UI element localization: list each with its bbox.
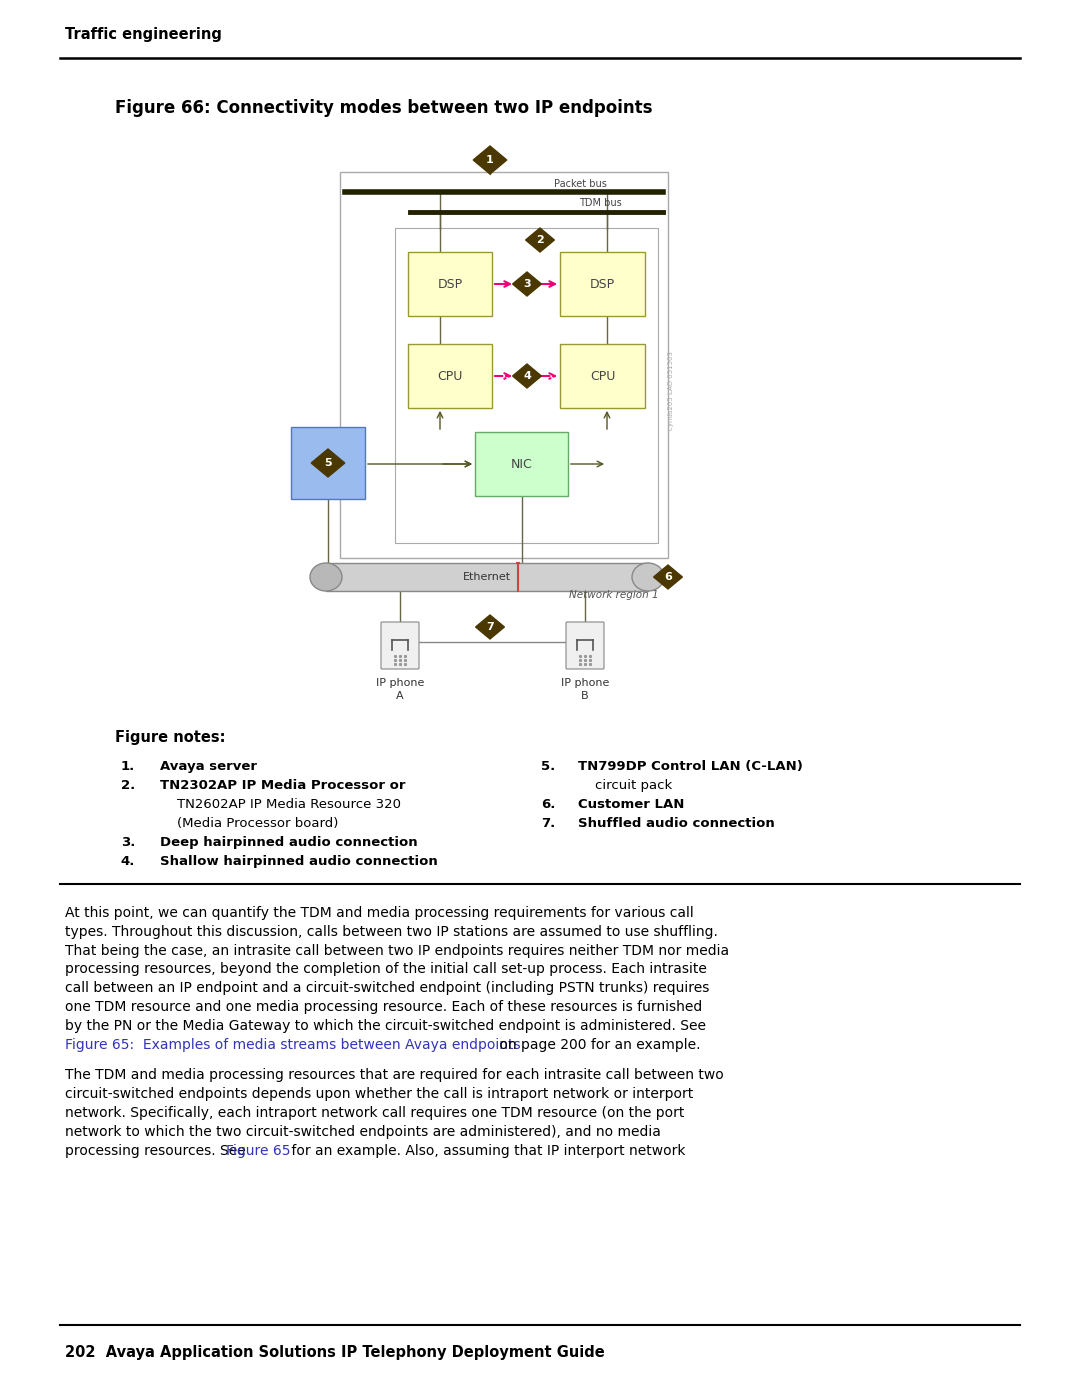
Text: on page 200 for an example.: on page 200 for an example. [495,1038,701,1052]
Text: Traffic engineering: Traffic engineering [65,28,221,42]
Polygon shape [311,448,345,476]
Text: IP phone: IP phone [376,678,424,687]
FancyBboxPatch shape [475,432,568,496]
FancyBboxPatch shape [566,622,604,669]
Text: 4: 4 [523,372,531,381]
Text: processing resources. See: processing resources. See [65,1144,251,1158]
Text: TN799DP Control LAN (C-LAN): TN799DP Control LAN (C-LAN) [578,760,802,773]
FancyBboxPatch shape [561,344,645,408]
Text: Ethernet: Ethernet [463,571,511,583]
Polygon shape [513,272,541,296]
Polygon shape [653,564,683,590]
Text: 1: 1 [486,155,494,165]
Text: B: B [581,692,589,701]
Polygon shape [473,147,507,175]
Text: types. Throughout this discussion, calls between two IP stations are assumed to : types. Throughout this discussion, calls… [65,925,718,939]
Text: Deep hairpinned audio connection: Deep hairpinned audio connection [160,835,418,849]
FancyBboxPatch shape [326,563,648,591]
Text: 5.: 5. [541,760,555,773]
Polygon shape [475,615,504,638]
Text: Figure 65:  Examples of media streams between Avaya endpoints: Figure 65: Examples of media streams bet… [65,1038,521,1052]
Text: Figure notes:: Figure notes: [114,731,226,745]
Text: (Media Processor board): (Media Processor board) [160,817,338,830]
Text: 5: 5 [324,458,332,468]
Polygon shape [513,365,541,388]
Text: Shuffled audio connection: Shuffled audio connection [578,817,774,830]
Text: 3: 3 [523,279,530,289]
Text: 4.: 4. [121,855,135,868]
Text: 202  Avaya Application Solutions IP Telephony Deployment Guide: 202 Avaya Application Solutions IP Telep… [65,1344,605,1359]
Text: circuit pack: circuit pack [578,780,672,792]
FancyBboxPatch shape [408,344,492,408]
FancyBboxPatch shape [395,228,658,543]
Text: That being the case, an intrasite call between two IP endpoints requires neither: That being the case, an intrasite call b… [65,943,729,957]
Text: 3.: 3. [121,835,135,849]
Text: 6: 6 [664,571,672,583]
Text: Avaya server: Avaya server [160,760,257,773]
Text: NIC: NIC [511,457,532,471]
Text: 2: 2 [536,235,544,244]
Text: Network region 1: Network region 1 [569,590,659,599]
Text: Figure 65: Figure 65 [226,1144,291,1158]
Text: Customer LAN: Customer LAN [578,798,685,812]
Text: IP phone: IP phone [561,678,609,687]
Text: Shallow hairpinned audio connection: Shallow hairpinned audio connection [160,855,437,868]
Text: 7: 7 [486,622,494,631]
Text: TN2302AP IP Media Processor or: TN2302AP IP Media Processor or [160,780,405,792]
Text: DSP: DSP [437,278,462,291]
Polygon shape [526,228,554,251]
Text: by the PN or the Media Gateway to which the circuit-switched endpoint is adminis: by the PN or the Media Gateway to which … [65,1018,706,1032]
Text: circuit-switched endpoints depends upon whether the call is intraport network or: circuit-switched endpoints depends upon … [65,1087,693,1101]
Text: CPU: CPU [437,369,462,383]
FancyBboxPatch shape [561,251,645,316]
Text: A: A [396,692,404,701]
Text: cynds205 LAO 051503: cynds205 LAO 051503 [669,351,674,429]
Text: 6.: 6. [541,798,555,812]
FancyBboxPatch shape [408,251,492,316]
Text: 1.: 1. [121,760,135,773]
Text: TN2602AP IP Media Resource 320: TN2602AP IP Media Resource 320 [160,798,401,812]
Text: 7.: 7. [541,817,555,830]
Text: one TDM resource and one media processing resource. Each of these resources is f: one TDM resource and one media processin… [65,1000,702,1014]
Text: CPU: CPU [590,369,616,383]
FancyBboxPatch shape [340,172,669,557]
FancyBboxPatch shape [381,622,419,669]
Text: At this point, we can quantify the TDM and media processing requirements for var: At this point, we can quantify the TDM a… [65,907,693,921]
Text: Figure 66: Connectivity modes between two IP endpoints: Figure 66: Connectivity modes between tw… [114,99,652,117]
FancyBboxPatch shape [291,427,365,499]
Text: The TDM and media processing resources that are required for each intrasite call: The TDM and media processing resources t… [65,1069,724,1083]
Text: network to which the two circuit-switched endpoints are administered), and no me: network to which the two circuit-switche… [65,1125,661,1139]
Text: for an example. Also, assuming that IP interport network: for an example. Also, assuming that IP i… [287,1144,686,1158]
Text: 2.: 2. [121,780,135,792]
Text: Packet bus: Packet bus [554,179,607,189]
Text: call between an IP endpoint and a circuit-switched endpoint (including PSTN trun: call between an IP endpoint and a circui… [65,981,710,995]
Ellipse shape [310,563,342,591]
Text: TDM bus: TDM bus [579,198,621,208]
Ellipse shape [632,563,664,591]
Text: network. Specifically, each intraport network call requires one TDM resource (on: network. Specifically, each intraport ne… [65,1106,685,1120]
Text: processing resources, beyond the completion of the initial call set-up process. : processing resources, beyond the complet… [65,963,707,977]
Text: DSP: DSP [590,278,616,291]
